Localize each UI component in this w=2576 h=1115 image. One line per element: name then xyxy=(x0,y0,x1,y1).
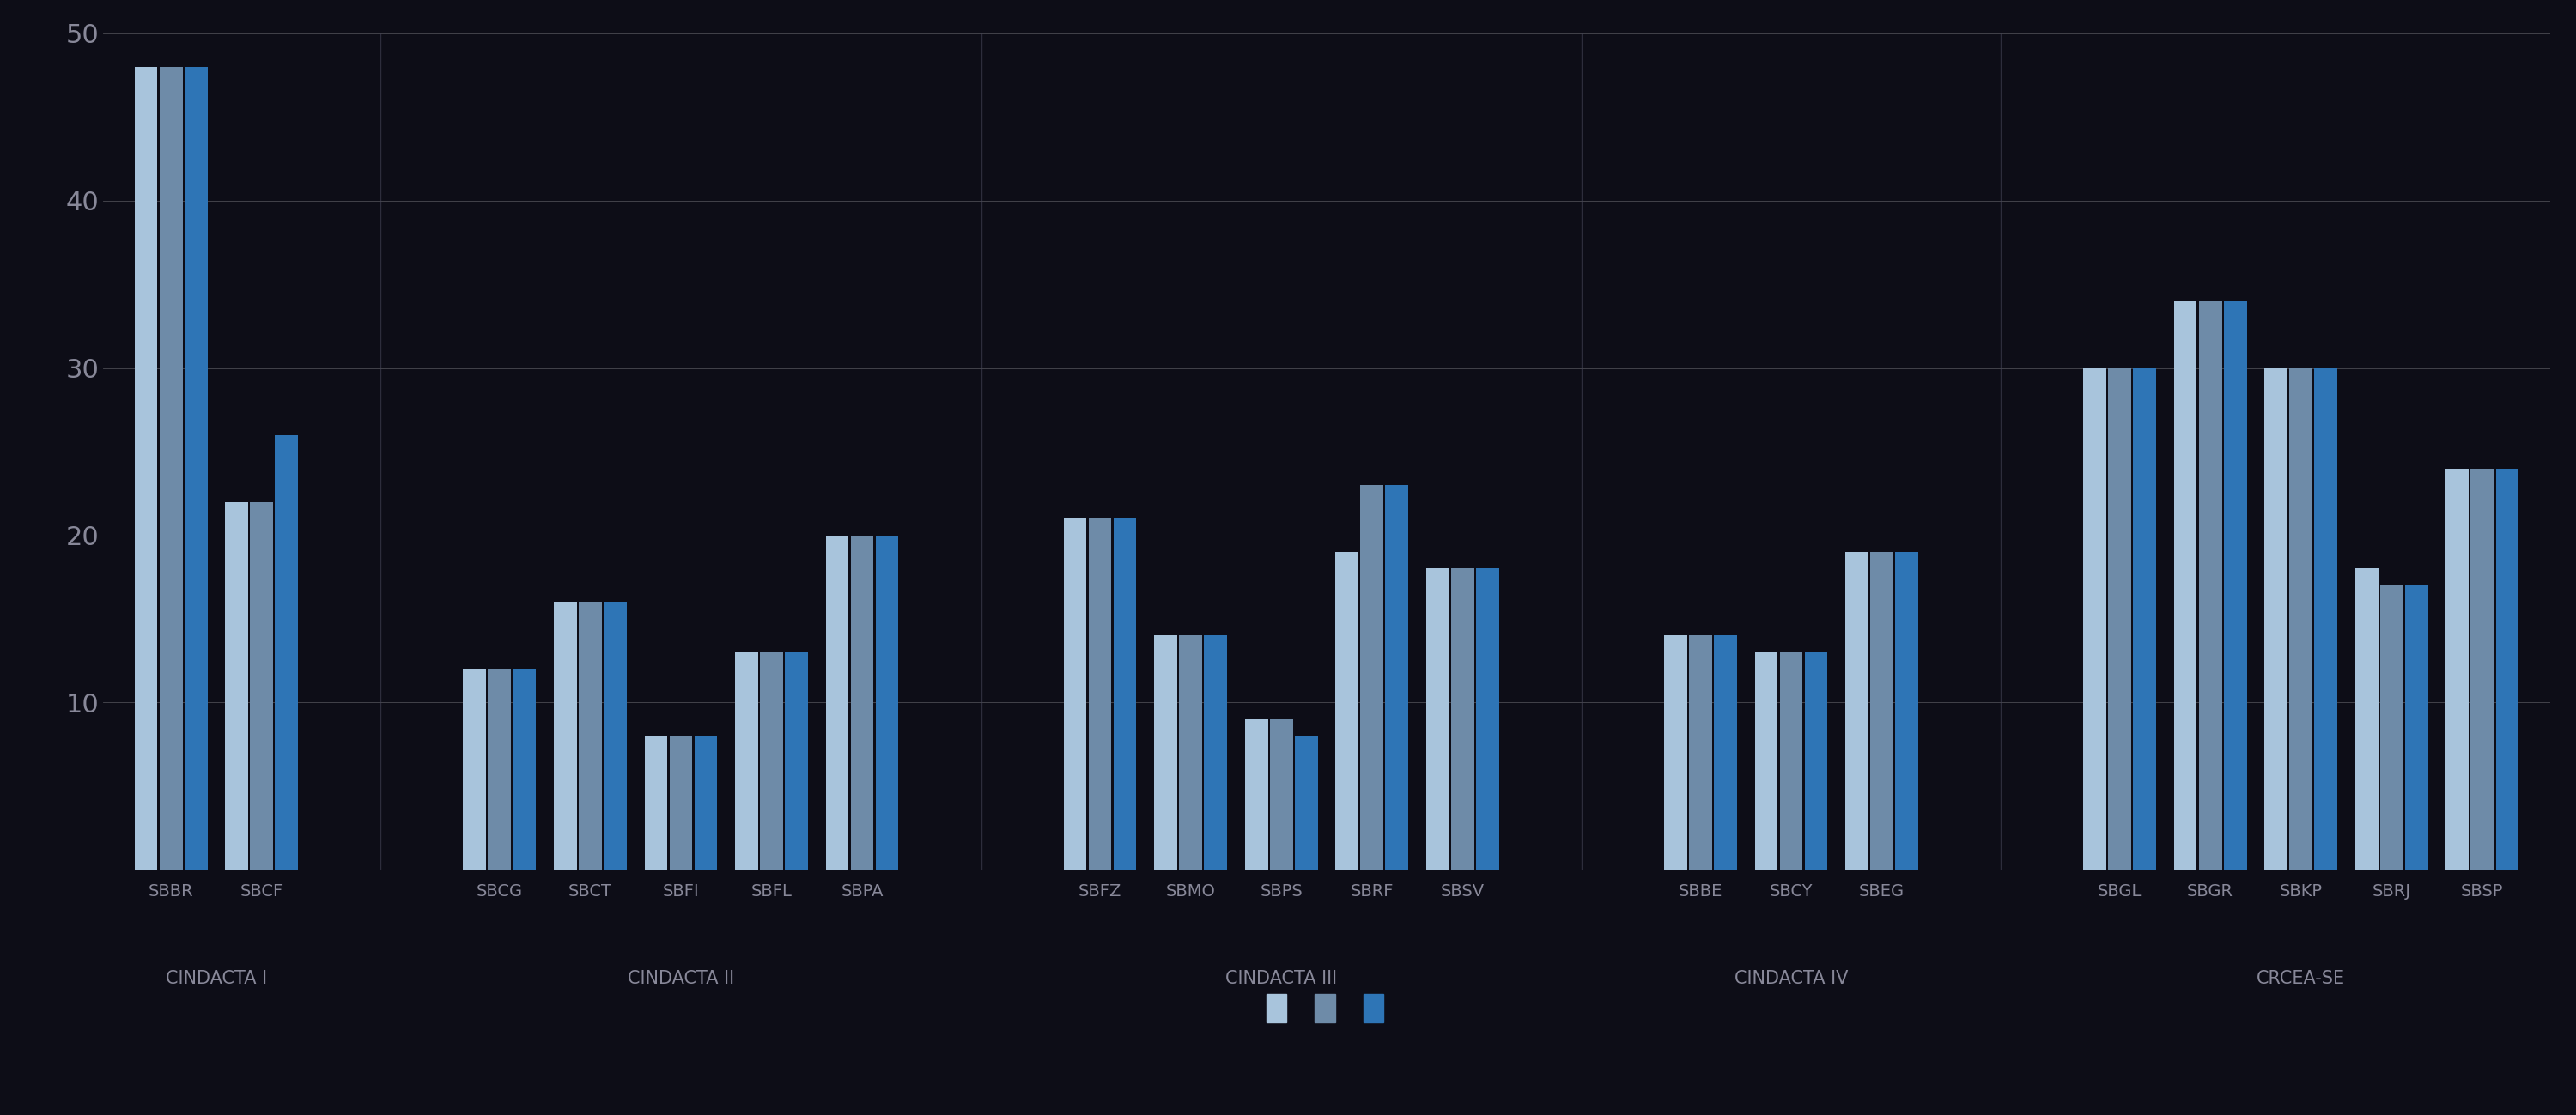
Bar xyxy=(1334,552,1358,870)
Bar xyxy=(786,652,809,870)
Bar xyxy=(1203,636,1226,870)
Bar xyxy=(1844,552,1868,870)
Bar xyxy=(850,535,873,870)
Bar xyxy=(1296,736,1319,870)
Bar xyxy=(2445,468,2468,870)
Bar xyxy=(1427,569,1450,870)
Bar xyxy=(224,502,247,870)
Bar xyxy=(513,669,536,870)
Bar xyxy=(670,736,693,870)
Bar xyxy=(250,502,273,870)
Bar xyxy=(1476,569,1499,870)
Bar xyxy=(876,535,899,870)
Bar xyxy=(554,602,577,870)
Bar xyxy=(2470,468,2494,870)
Bar xyxy=(276,435,299,870)
Text: CINDACTA II: CINDACTA II xyxy=(629,970,734,987)
Bar xyxy=(2264,368,2287,870)
Bar xyxy=(1244,719,1267,870)
Bar xyxy=(1270,719,1293,870)
Bar xyxy=(2313,368,2336,870)
Bar xyxy=(2354,569,2378,870)
Bar xyxy=(2406,585,2429,870)
Bar xyxy=(1180,636,1203,870)
Bar xyxy=(580,602,603,870)
Bar xyxy=(1806,652,1826,870)
Bar xyxy=(2084,368,2107,870)
Bar xyxy=(644,736,667,870)
Bar xyxy=(487,669,510,870)
Bar xyxy=(2133,368,2156,870)
Bar xyxy=(1360,485,1383,870)
Bar xyxy=(2290,368,2313,870)
Legend: , , : , , xyxy=(1260,987,1394,1029)
Bar xyxy=(2200,301,2223,870)
Bar xyxy=(1780,652,1803,870)
Bar xyxy=(1064,518,1087,870)
Bar xyxy=(1090,518,1110,870)
Bar xyxy=(2496,468,2519,870)
Text: CINDACTA I: CINDACTA I xyxy=(165,970,268,987)
Bar xyxy=(1113,518,1136,870)
Bar xyxy=(734,652,757,870)
Bar xyxy=(2174,301,2197,870)
Bar xyxy=(1870,552,1893,870)
Bar xyxy=(1664,636,1687,870)
Bar xyxy=(1450,569,1473,870)
Bar xyxy=(2380,585,2403,870)
Bar xyxy=(1713,636,1736,870)
Text: CRCEA-SE: CRCEA-SE xyxy=(2257,970,2344,987)
Bar xyxy=(2107,368,2130,870)
Bar xyxy=(464,669,487,870)
Bar xyxy=(827,535,848,870)
Bar xyxy=(1896,552,1919,870)
Bar xyxy=(1154,636,1177,870)
Text: CINDACTA III: CINDACTA III xyxy=(1226,970,1337,987)
Bar xyxy=(134,67,157,870)
Bar xyxy=(696,736,716,870)
Bar xyxy=(160,67,183,870)
Bar xyxy=(2223,301,2246,870)
Bar xyxy=(185,67,209,870)
Bar xyxy=(1690,636,1713,870)
Bar xyxy=(1754,652,1777,870)
Bar xyxy=(760,652,783,870)
Bar xyxy=(1386,485,1409,870)
Bar xyxy=(603,602,626,870)
Text: CINDACTA IV: CINDACTA IV xyxy=(1734,970,1847,987)
